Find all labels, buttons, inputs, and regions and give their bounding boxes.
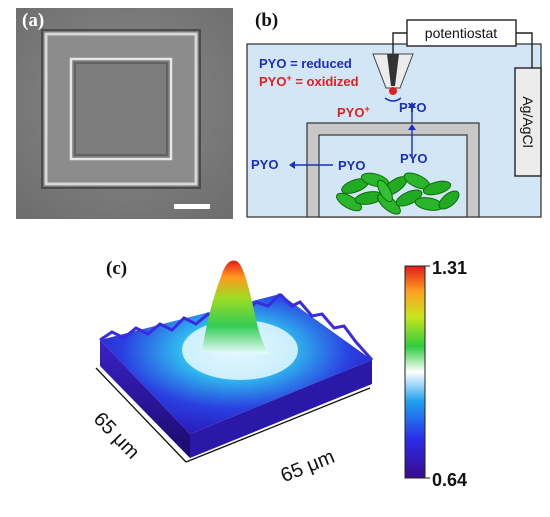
potentiostat-label: potentiostat [425, 25, 497, 41]
pyo-plus-label: PYO+ [337, 104, 370, 120]
x-axis-label: 65 μm [278, 446, 338, 487]
pyo-inner-label: PYO [400, 151, 427, 166]
reference-electrode-label: Ag/AgCl [520, 96, 536, 147]
pyo-mid-label: PYO [338, 158, 365, 173]
panel-c-label: (c) [106, 258, 128, 279]
schematic-diagram: potentiostat Ag/AgCl PYO = reduced PYO+ … [246, 19, 542, 218]
panel-c: 65 μm 65 μm 1.31 0.64 (c) [0, 244, 550, 512]
colorbar [404, 265, 426, 479]
pyo-outside-label: PYO [251, 157, 278, 172]
legend-oxidized: PYO+ = oxidized [259, 73, 359, 89]
surface-peak [202, 260, 270, 354]
bacteria-cluster [336, 172, 460, 215]
scale-bar [174, 204, 210, 209]
micrograph-image [16, 8, 233, 219]
surface-plot: 65 μm 65 μm 1.31 0.64 [89, 258, 467, 490]
panel-b: potentiostat Ag/AgCl PYO = reduced PYO+ … [245, 8, 545, 220]
colorbar-min-label: 0.64 [432, 470, 467, 490]
panel-a: (a) [16, 8, 233, 219]
legend-reduced: PYO = reduced [259, 56, 352, 71]
reference-electrode [514, 67, 542, 177]
panel-a-label: (a) [22, 10, 45, 31]
y-axis-label: 65 μm [89, 408, 144, 464]
colorbar-max-label: 1.31 [432, 258, 467, 278]
panel-b-label: (b) [255, 10, 279, 31]
